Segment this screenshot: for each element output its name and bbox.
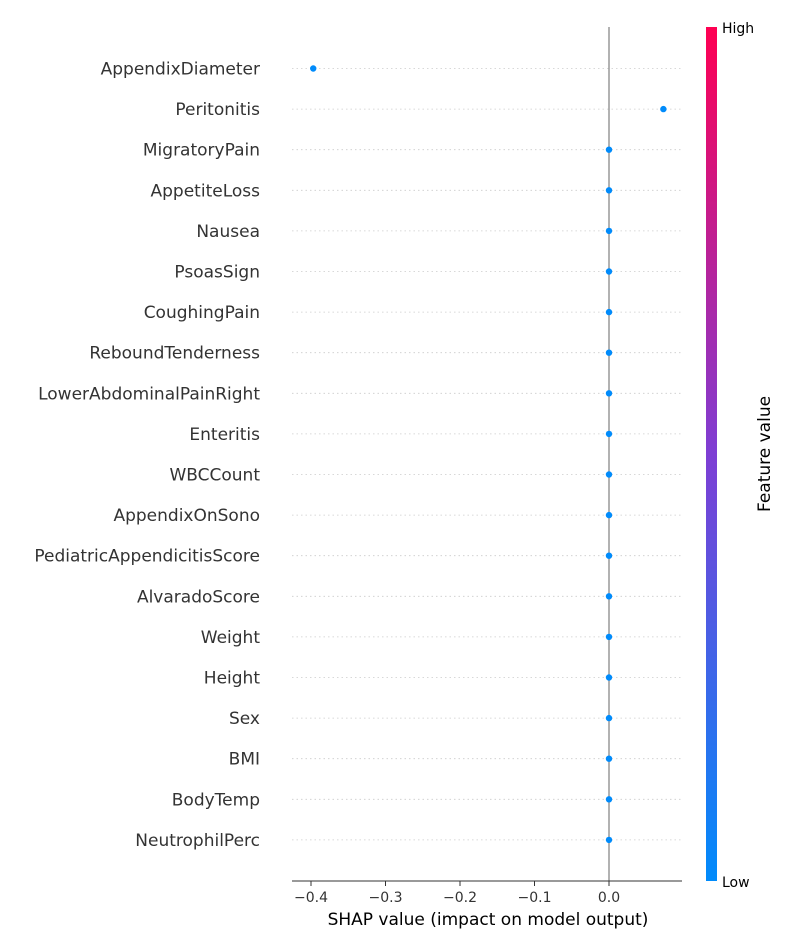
data-point [605,755,613,762]
row-guides [292,68,682,841]
feature-label: ReboundTenderness [89,344,260,364]
feature-label: Sex [229,709,260,729]
data-point [605,552,613,559]
feature-label: PsoasSign [174,263,260,283]
data-point [605,349,613,356]
x-tick-label: 0.0 [598,890,620,906]
data-point [605,471,613,478]
data-point [310,65,317,72]
feature-label: Weight [201,628,261,648]
feature-label: AppendixDiameter [101,60,260,80]
data-point [605,796,613,803]
data-point [605,511,613,519]
feature-label: CoughingPain [144,303,260,323]
data-point [605,714,613,722]
data-point [605,187,613,194]
x-axis-ticks: −0.4 −0.3 −0.2 −0.1 0.0 [294,881,620,906]
x-tick-label: −0.3 [369,890,403,906]
colorbar [706,27,717,881]
feature-label: Height [204,669,261,689]
feature-label: BMI [229,750,260,770]
feature-label: LowerAbdominalPainRight [38,384,260,404]
feature-label: AppetiteLoss [151,181,261,201]
data-point [605,227,613,235]
feature-label: Enteritis [189,425,260,445]
feature-label: BodyTemp [172,790,260,810]
data-point [605,146,613,153]
colorbar-high-label: High [722,21,754,37]
feature-label: MigratoryPain [143,141,260,161]
x-axis-title: SHAP value (impact on model output) [328,910,649,930]
data-point [660,105,667,113]
x-tick-label: −0.1 [518,890,552,906]
data-points [310,65,667,844]
feature-label: Peritonitis [175,100,260,120]
feature-label: PediatricAppendicitisScore [34,547,260,567]
feature-label: Nausea [196,222,260,242]
data-point [605,430,613,438]
data-point [605,390,613,397]
feature-label: NeutrophilPerc [135,831,260,851]
data-point [605,308,613,316]
feature-label: AppendixOnSono [113,506,260,526]
colorbar-low-label: Low [722,875,750,891]
colorbar-title: Feature value [755,396,775,512]
data-point [605,836,613,844]
data-point [605,674,613,681]
feature-labels: AppendixDiameter Peritonitis MigratoryPain… [34,60,260,851]
data-point [605,633,613,641]
feature-label: AlvaradoScore [137,587,260,607]
feature-label: WBCCount [169,466,260,486]
x-tick-label: −0.4 [294,890,328,906]
data-point [605,268,613,275]
data-point [605,593,613,600]
x-tick-label: −0.2 [443,890,477,906]
